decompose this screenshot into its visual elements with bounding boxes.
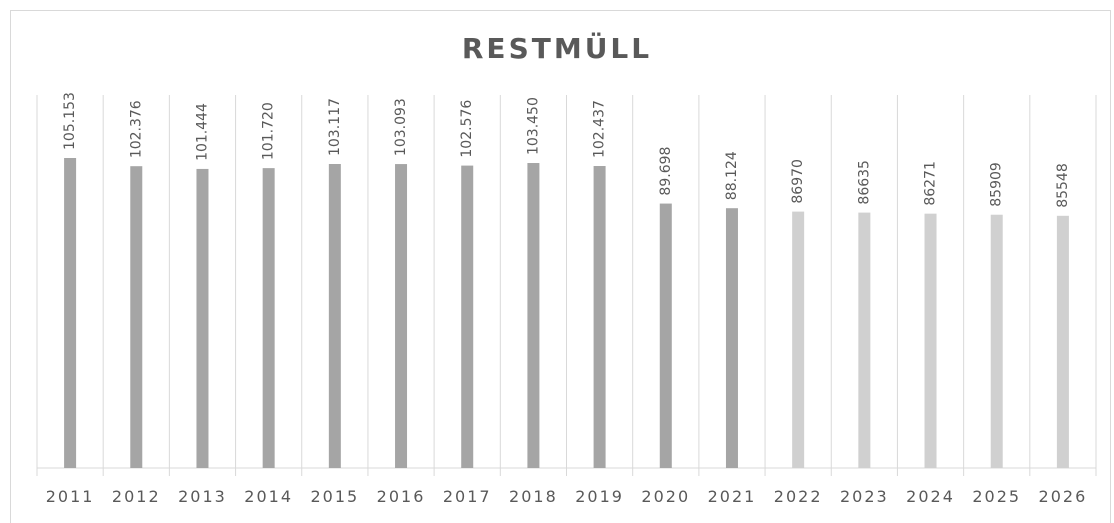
bar [858,212,871,468]
bar [1056,215,1069,468]
chart-title: RESTMÜLL [462,31,652,65]
value-label: 103.117 [327,98,343,156]
bar [328,164,341,468]
bar [196,168,209,468]
x-tick-label: 2025 [972,487,1021,506]
x-tick-label: 2014 [244,487,293,506]
value-label: 89.698 [658,147,674,196]
x-tick-label: 2023 [840,487,889,506]
value-label: 102.437 [592,100,608,158]
bar [990,214,1003,468]
bar [64,158,77,468]
value-label: 101.444 [194,103,210,161]
bar [527,163,540,469]
x-tick-label: 2015 [310,487,359,506]
chart-border [10,10,1111,523]
value-label: 86970 [790,159,806,204]
value-label: 88.124 [724,151,740,200]
x-tick-label: 2022 [774,487,823,506]
x-tick-label: 2012 [112,487,161,506]
x-tick-label: 2018 [509,487,558,506]
x-tick-label: 2026 [1039,487,1088,506]
bar [593,166,606,468]
bar [659,203,672,468]
x-tick-label: 2020 [641,487,690,506]
bar [395,164,408,468]
bar [924,213,937,468]
x-tick-label: 2019 [575,487,624,506]
bar [461,165,474,468]
bar [262,168,275,468]
bar [130,166,143,468]
value-label: 103.450 [525,97,541,155]
value-label: 103.093 [393,98,409,156]
x-tick-label: 2024 [906,487,955,506]
x-tick-label: 2011 [46,487,95,506]
value-label: 86635 [856,160,872,205]
x-tick-label: 2016 [377,487,426,506]
x-tick-label: 2013 [178,487,227,506]
value-label: 85548 [1055,163,1071,208]
bar [792,211,805,468]
value-label: 85909 [989,162,1005,207]
value-label: 86271 [923,161,939,206]
x-tick-label: 2017 [443,487,492,506]
value-label: 102.376 [128,100,144,158]
bar [725,208,738,468]
value-label: 105.153 [62,92,78,150]
value-label: 102.576 [459,100,475,158]
x-tick-label: 2021 [708,487,757,506]
value-label: 101.720 [261,102,277,160]
